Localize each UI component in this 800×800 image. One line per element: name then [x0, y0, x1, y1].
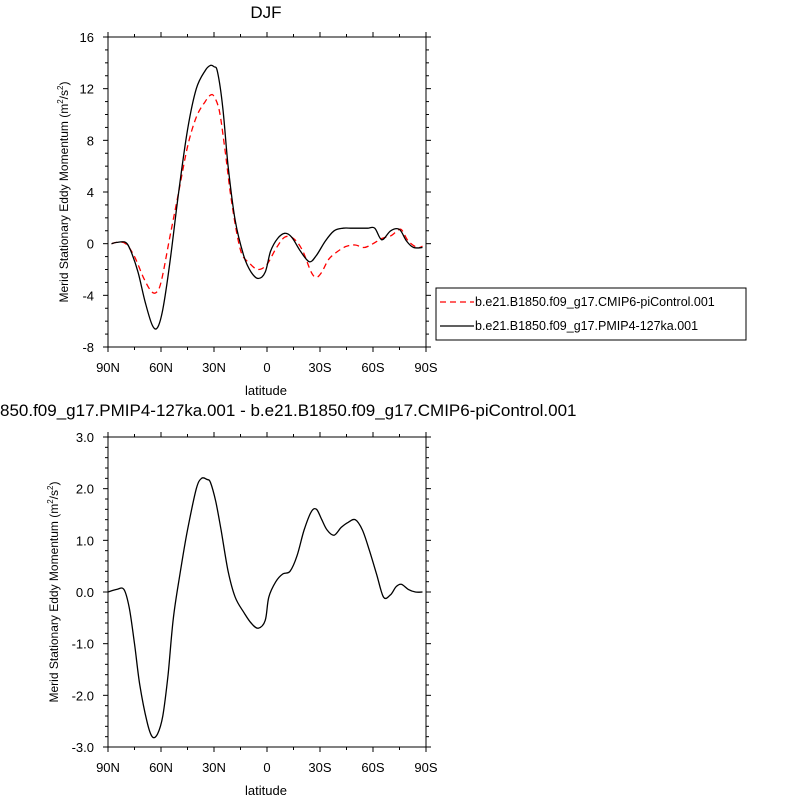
panel-1: DJF 90N 60N 30N 0 30S 60S 90S -8 -4 0 4 8 12 16 lati…: [56, 3, 747, 398]
x-tick-label: 60S: [361, 760, 384, 775]
panel-1-series: [111, 64, 423, 330]
x-tick-label: 30S: [308, 360, 331, 375]
y-tick-label: 12: [80, 82, 94, 97]
panel-2-series: [107, 477, 423, 739]
y-tick-label: -2.0: [72, 688, 94, 703]
y-tick-label: -1.0: [72, 637, 94, 652]
panel-1-title: DJF: [250, 3, 281, 22]
x-tick-label: 90S: [414, 360, 437, 375]
x-tick-label: 0: [263, 360, 270, 375]
x-tick-label: 60S: [361, 360, 384, 375]
x-tick-label: 30N: [202, 360, 226, 375]
y-tick-label: -8: [82, 340, 94, 355]
x-tick-label: 90S: [414, 760, 437, 775]
panel-2-y-tick-labels: -3.0 -2.0 -1.0 0.0 1.0 2.0 3.0: [72, 430, 94, 755]
legend-label-piControl: b.e21.B1850.f09_g17.CMIP6-piControl.001: [475, 295, 715, 309]
series-line-1-0: [107, 477, 423, 739]
x-tick-label: 90N: [96, 360, 120, 375]
y-tick-label: -4: [82, 288, 94, 303]
y-tick-label: 4: [87, 185, 94, 200]
panel-1-ticks: [103, 32, 431, 352]
panel-2-ticks: [103, 432, 431, 752]
y-tick-label: 3.0: [76, 430, 94, 445]
y-tick-label: 0.0: [76, 585, 94, 600]
panel-1-y-axis-label: Merid Stationary Eddy Momentum (m2/s2): [56, 82, 71, 303]
panel-1-y-tick-labels: -8 -4 0 4 8 12 16: [80, 30, 94, 355]
legend-box: [435, 287, 747, 341]
x-tick-label: 60N: [149, 360, 173, 375]
y-tick-label: 1.0: [76, 533, 94, 548]
panel-1-x-axis-label: latitude: [245, 383, 287, 398]
panel-2-y-axis-label: Merid Stationary Eddy Momentum (m2/s2): [46, 482, 61, 703]
panel-2-title: 850.f09_g17.PMIP4-127ka.001 - b.e21.B185…: [0, 401, 577, 420]
panel-1-plot-frame: [107, 36, 427, 348]
panel-2-x-axis-label: latitude: [245, 783, 287, 798]
legend-label-127ka: b.e21.B1850.f09_g17.PMIP4-127ka.001: [475, 319, 698, 333]
series-line-0-0: [111, 93, 423, 294]
panel-2-x-tick-labels: 90N 60N 30N 0 30S 60S 90S: [96, 760, 438, 775]
x-tick-label: 60N: [149, 760, 173, 775]
x-tick-label: 90N: [96, 760, 120, 775]
y-tick-label: 16: [80, 30, 94, 45]
x-tick-label: 30S: [308, 760, 331, 775]
panel-2-plot-frame: [107, 436, 427, 748]
y-tick-label: 8: [87, 133, 94, 148]
panel-1-x-tick-labels: 90N 60N 30N 0 30S 60S 90S: [96, 360, 438, 375]
legend: b.e21.B1850.f09_g17.CMIP6-piControl.001 …: [435, 287, 747, 341]
y-tick-label: 2.0: [76, 482, 94, 497]
series-line-0-1: [111, 64, 423, 330]
panel-2: 850.f09_g17.PMIP4-127ka.001 - b.e21.B185…: [0, 401, 577, 798]
x-tick-label: 30N: [202, 760, 226, 775]
y-tick-label: -3.0: [72, 740, 94, 755]
x-tick-label: 0: [263, 760, 270, 775]
y-tick-label: 0: [87, 237, 94, 252]
